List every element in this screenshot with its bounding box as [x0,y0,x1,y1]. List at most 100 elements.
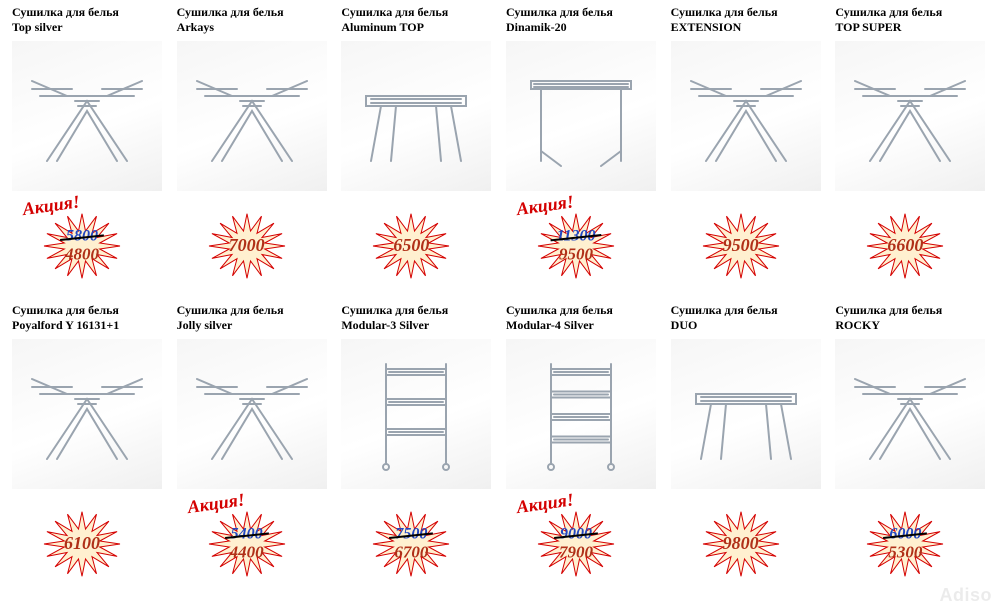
new-price: 4400 [230,543,264,561]
product-image [671,41,821,191]
old-price: 5800 [66,229,98,246]
price-burst: 9500 [681,207,801,285]
price: 9800 [723,533,759,553]
title-line1: Сушилка для белья [835,303,942,317]
title-line2: Jolly silver [177,318,233,332]
old-price: 5400 [231,527,263,544]
product-card: Сушилка для белья Top silver Акция! 5800… [8,5,169,295]
old-price: 7500 [395,527,427,544]
product-title: Сушилка для белья EXTENSION [671,5,828,37]
product-image [177,41,327,191]
price-box: 7000 [229,236,265,256]
price-box: 5400 4400 [230,527,264,562]
product-card: Сушилка для белья TOP SUPER 6600 [831,5,992,295]
price-box: 5800 4800 [65,229,99,264]
product-image [835,339,985,489]
product-title: Сушилка для белья Poyalford Y 16131+1 [12,303,169,335]
product-title: Сушилка для белья TOP SUPER [835,5,992,37]
product-card: Сушилка для белья EXTENSION 9500 [667,5,828,295]
product-image [12,41,162,191]
product-image [506,339,656,489]
product-card: Сушилка для белья Dinamik-20 Акция! 1130… [502,5,663,295]
title-line1: Сушилка для белья [835,5,942,19]
title-line1: Сушилка для белья [341,5,448,19]
product-card: Сушилка для белья Poyalford Y 16131+1 61… [8,303,169,593]
watermark: Adiso [939,585,992,606]
title-line2: EXTENSION [671,20,742,34]
title-line2: Arkays [177,20,214,34]
product-image [835,41,985,191]
price: 9500 [723,235,759,255]
product-image [341,41,491,191]
product-card: Сушилка для белья Modular-4 Silver Акция… [502,303,663,593]
title-line1: Сушилка для белья [177,303,284,317]
product-title: Сушилка для белья ROCKY [835,303,992,335]
title-line2: Modular-3 Silver [341,318,429,332]
old-price: 6000 [889,527,921,544]
price-burst: 6000 5300 [845,505,965,583]
price-burst: 6500 [351,207,471,285]
title-line2: Aluminum TOP [341,20,424,34]
price-burst: 6100 [22,505,142,583]
title-line1: Сушилка для белья [12,303,119,317]
title-line1: Сушилка для белья [506,5,613,19]
title-line2: Dinamik-20 [506,20,567,34]
price-burst: 11300 9500 [516,207,636,285]
product-image [12,339,162,489]
new-price: 9500 [556,245,595,263]
price-burst: 6600 [845,207,965,285]
price-box: 9000 7900 [559,527,593,562]
old-price: 9000 [560,527,592,544]
price-box: 6500 [393,236,429,256]
price: 6500 [393,235,429,255]
title-line2: Top silver [12,20,63,34]
new-price: 6700 [394,543,428,561]
title-line2: DUO [671,318,698,332]
price-burst: 9800 [681,505,801,583]
product-title: Сушилка для белья DUO [671,303,828,335]
product-grid: Сушилка для белья Top silver Акция! 5800… [8,5,992,593]
title-line2: Modular-4 Silver [506,318,594,332]
product-title: Сушилка для белья Modular-4 Silver [506,303,663,335]
product-card: Сушилка для белья Aluminum TOP 6500 [337,5,498,295]
title-line2: Poyalford Y 16131+1 [12,318,119,332]
product-title: Сушилка для белья Aluminum TOP [341,5,498,37]
product-card: Сушилка для белья Modular-3 Silver 7500 … [337,303,498,593]
price-box: 6100 [64,534,100,554]
price: 7000 [229,235,265,255]
price-burst: 5800 4800 [22,207,142,285]
price-box: 7500 6700 [394,527,428,562]
price-box: 9800 [723,534,759,554]
price-burst: 5400 4400 [187,505,307,583]
price: 6600 [887,235,923,255]
old-price: 11300 [556,229,595,246]
new-price: 4800 [65,245,99,263]
product-card: Сушилка для белья DUO 9800 [667,303,828,593]
title-line1: Сушилка для белья [671,303,778,317]
title-line1: Сушилка для белья [12,5,119,19]
product-image [177,339,327,489]
price-box: 9500 [723,236,759,256]
new-price: 5300 [888,543,922,561]
new-price: 7900 [559,543,593,561]
title-line1: Сушилка для белья [341,303,448,317]
title-line2: ROCKY [835,318,880,332]
product-title: Сушилка для белья Jolly silver [177,303,334,335]
price-burst: 7500 6700 [351,505,471,583]
product-card: Сушилка для белья Arkays 7000 [173,5,334,295]
title-line1: Сушилка для белья [177,5,284,19]
product-card: Сушилка для белья Jolly silver Акция! 54… [173,303,334,593]
product-image [671,339,821,489]
product-title: Сушилка для белья Dinamik-20 [506,5,663,37]
product-title: Сушилка для белья Top silver [12,5,169,37]
price-burst: 7000 [187,207,307,285]
price-burst: 9000 7900 [516,505,636,583]
price-box: 11300 9500 [556,229,595,264]
title-line1: Сушилка для белья [506,303,613,317]
product-card: Сушилка для белья ROCKY 6000 5300 [831,303,992,593]
product-image [341,339,491,489]
title-line2: TOP SUPER [835,20,901,34]
price: 6100 [64,533,100,553]
product-title: Сушилка для белья Arkays [177,5,334,37]
title-line1: Сушилка для белья [671,5,778,19]
